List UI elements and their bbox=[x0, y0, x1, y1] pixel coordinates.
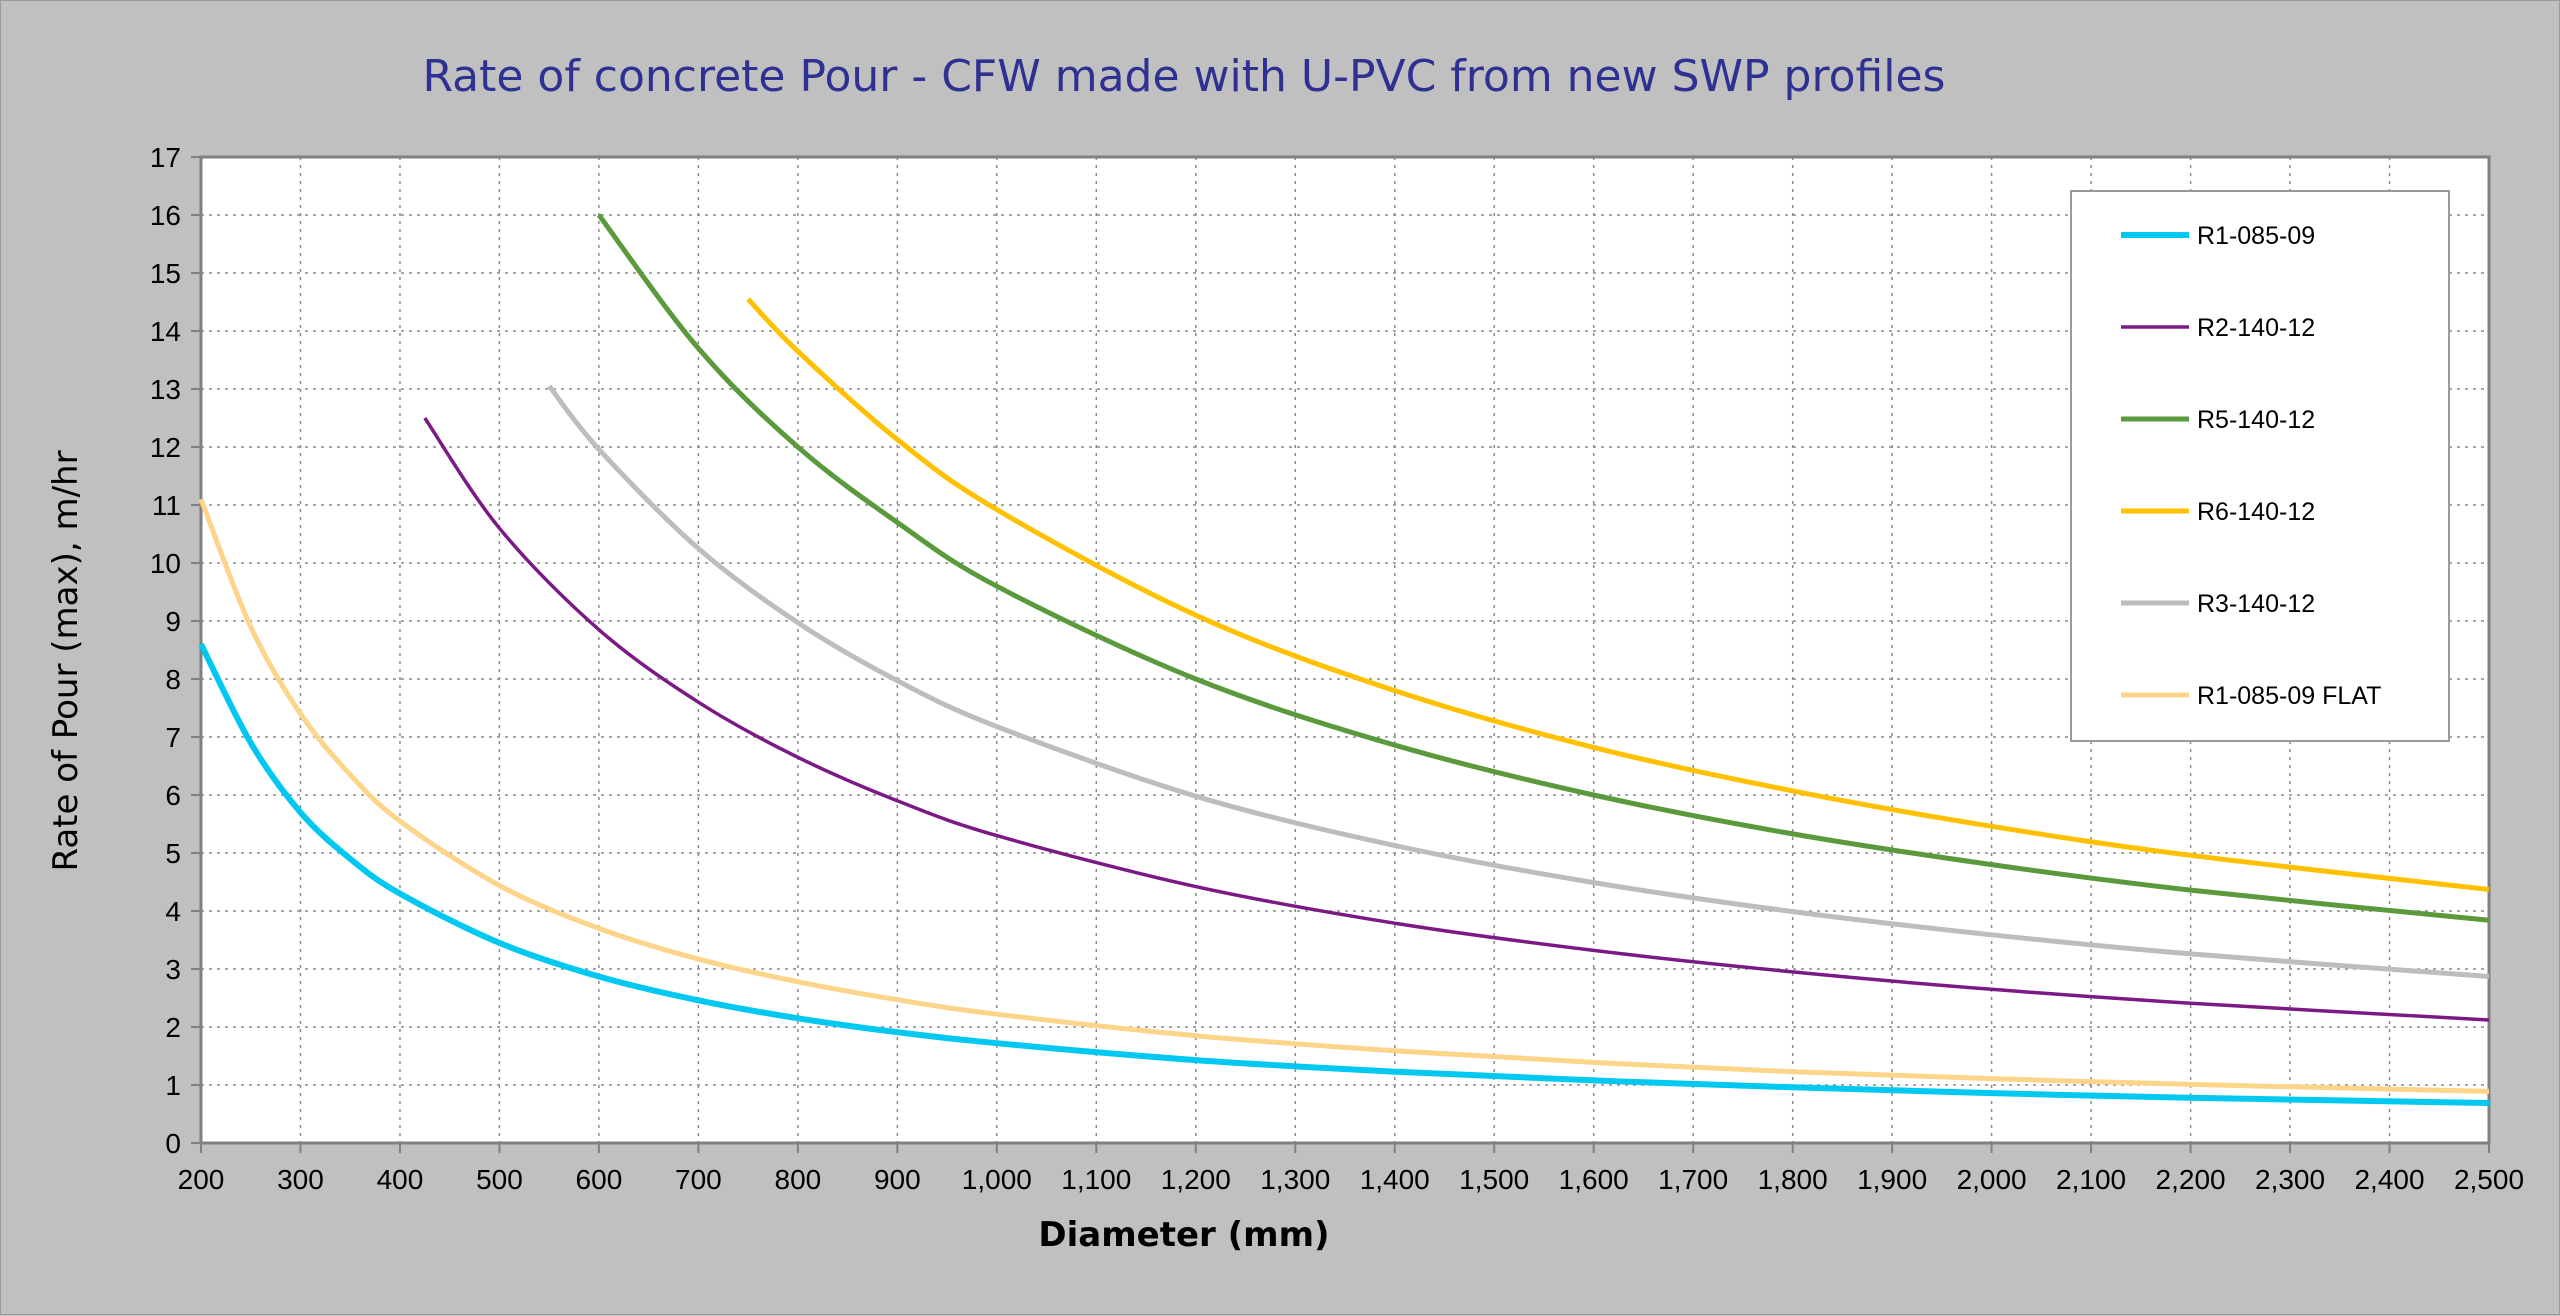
y-tick-label: 9 bbox=[165, 606, 181, 637]
x-tick-label: 2,100 bbox=[2056, 1164, 2126, 1195]
legend-label: R5-140-12 bbox=[2197, 406, 2315, 434]
x-tick-label: 200 bbox=[178, 1164, 225, 1195]
x-tick-label: 900 bbox=[874, 1164, 921, 1195]
y-tick-label: 4 bbox=[165, 896, 181, 927]
x-tick-label: 2,400 bbox=[2354, 1164, 2424, 1195]
legend-label: R3-140-12 bbox=[2197, 590, 2315, 618]
y-axis-label: Rate of Pour (max), m/hr bbox=[46, 450, 86, 871]
x-tick-label: 1,600 bbox=[1559, 1164, 1629, 1195]
y-tick-label: 17 bbox=[150, 142, 181, 173]
legend-box bbox=[2070, 190, 2450, 742]
x-tick-label: 400 bbox=[377, 1164, 424, 1195]
x-tick-label: 600 bbox=[576, 1164, 623, 1195]
y-tick-label: 3 bbox=[165, 954, 181, 985]
x-tick-label: 300 bbox=[277, 1164, 324, 1195]
y-tick-label: 11 bbox=[152, 490, 181, 521]
y-tick-label: 14 bbox=[150, 316, 181, 347]
x-tick-label: 1,100 bbox=[1061, 1164, 1131, 1195]
series-line-r3-140-12 bbox=[547, 384, 2490, 979]
series-line-r1-085-09-flat bbox=[198, 498, 2490, 1094]
y-tick-label: 1 bbox=[165, 1070, 181, 1101]
x-tick-label: 1,200 bbox=[1161, 1164, 1231, 1195]
y-tick-label: 12 bbox=[150, 432, 181, 463]
x-tick-label: 1,800 bbox=[1758, 1164, 1828, 1195]
legend-label: R6-140-12 bbox=[2197, 498, 2315, 526]
x-tick-label: 700 bbox=[675, 1164, 722, 1195]
series-line-r1-085-09 bbox=[198, 642, 2490, 1106]
x-tick-label: 500 bbox=[476, 1164, 523, 1195]
x-tick-label: 2,300 bbox=[2255, 1164, 2325, 1195]
legend-label: R2-140-12 bbox=[2197, 314, 2315, 342]
y-tick-label: 10 bbox=[150, 548, 181, 579]
x-tick-label: 2,200 bbox=[2156, 1164, 2226, 1195]
y-tick-label: 13 bbox=[150, 374, 181, 405]
y-tick-label: 7 bbox=[165, 722, 181, 753]
y-tick-label: 5 bbox=[165, 838, 181, 869]
legend-label: R1-085-09 bbox=[2197, 222, 2315, 250]
legend: R1-085-09 R2-140-12 R5-140-12 R6-140-12 R3-1… bbox=[2070, 190, 2450, 742]
x-tick-label: 2,000 bbox=[1957, 1164, 2027, 1195]
x-tick-label: 800 bbox=[775, 1164, 822, 1195]
x-tick-label: 1,000 bbox=[962, 1164, 1032, 1195]
y-tick-label: 8 bbox=[165, 664, 181, 695]
legend-label: R1-085-09 FLAT bbox=[2197, 682, 2381, 710]
y-tick-label: 6 bbox=[165, 780, 181, 811]
chart-title: Rate of concrete Pour - CFW made with U-… bbox=[423, 51, 1946, 102]
x-tick-label: 1,400 bbox=[1360, 1164, 1430, 1195]
series-line-r6-140-12 bbox=[746, 297, 2490, 892]
x-axis-ticks: 200 300 400 500 600 700 800 900 1,000 1,100 1,200 1… bbox=[178, 1143, 2524, 1195]
y-tick-label: 15 bbox=[150, 258, 181, 289]
series-line-r2-140-12 bbox=[423, 417, 2490, 1022]
series-line-r5-140-12 bbox=[596, 213, 2490, 923]
x-axis-label: Diameter (mm) bbox=[1038, 1215, 1329, 1255]
y-tick-label: 16 bbox=[150, 200, 181, 231]
x-tick-label: 1,700 bbox=[1658, 1164, 1728, 1195]
y-tick-label: 0 bbox=[165, 1128, 181, 1159]
x-tick-label: 2,500 bbox=[2454, 1164, 2524, 1195]
y-tick-label: 2 bbox=[165, 1012, 181, 1043]
series-lines bbox=[198, 213, 2490, 1106]
x-tick-label: 1,900 bbox=[1857, 1164, 1927, 1195]
x-tick-label: 1,500 bbox=[1459, 1164, 1529, 1195]
x-tick-label: 1,300 bbox=[1260, 1164, 1330, 1195]
